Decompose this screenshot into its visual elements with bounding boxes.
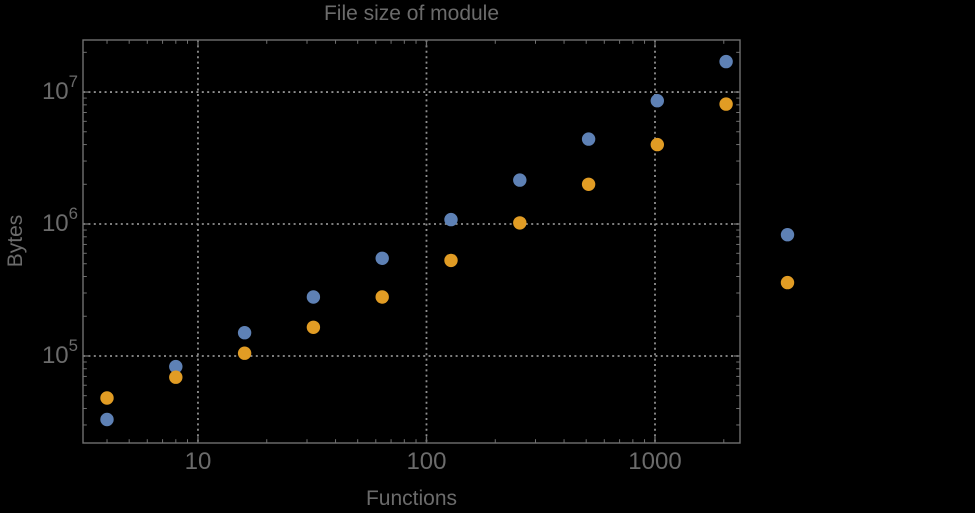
data-point-blue [444, 212, 458, 227]
y-tick-label: 105 [41, 335, 78, 369]
data-point-orange [375, 290, 389, 304]
data-point-blue [306, 290, 321, 304]
data-point-blue [513, 173, 527, 187]
data-point-blue [375, 251, 389, 265]
data-point-orange [169, 370, 183, 384]
data-point-orange [581, 177, 596, 191]
x-tick-label: 100 [406, 448, 447, 475]
data-point-blue [581, 132, 596, 146]
data-point-orange [719, 97, 733, 111]
x-axis-label: Functions [365, 487, 458, 510]
data-point-blue [100, 412, 114, 427]
data-point-orange [237, 346, 252, 360]
data-point-blue [780, 228, 795, 242]
data-point-blue [650, 94, 664, 108]
data-point-orange [444, 253, 458, 268]
data-point-orange [513, 216, 527, 230]
x-tick-label: 10 [184, 448, 212, 475]
x-tick-label: 1000 [628, 448, 682, 475]
y-tick-label: 106 [41, 203, 78, 237]
data-point-orange [306, 320, 321, 334]
data-point-orange [650, 137, 664, 152]
data-point-blue [719, 54, 733, 69]
data-point-blue [169, 359, 183, 374]
data-point-orange [780, 275, 795, 290]
chart-title: File size of module [323, 2, 500, 25]
y-tick-label: 107 [41, 72, 78, 106]
data-point-orange [100, 391, 114, 405]
plot-frame [82, 39, 741, 444]
data-point-blue [237, 326, 252, 340]
